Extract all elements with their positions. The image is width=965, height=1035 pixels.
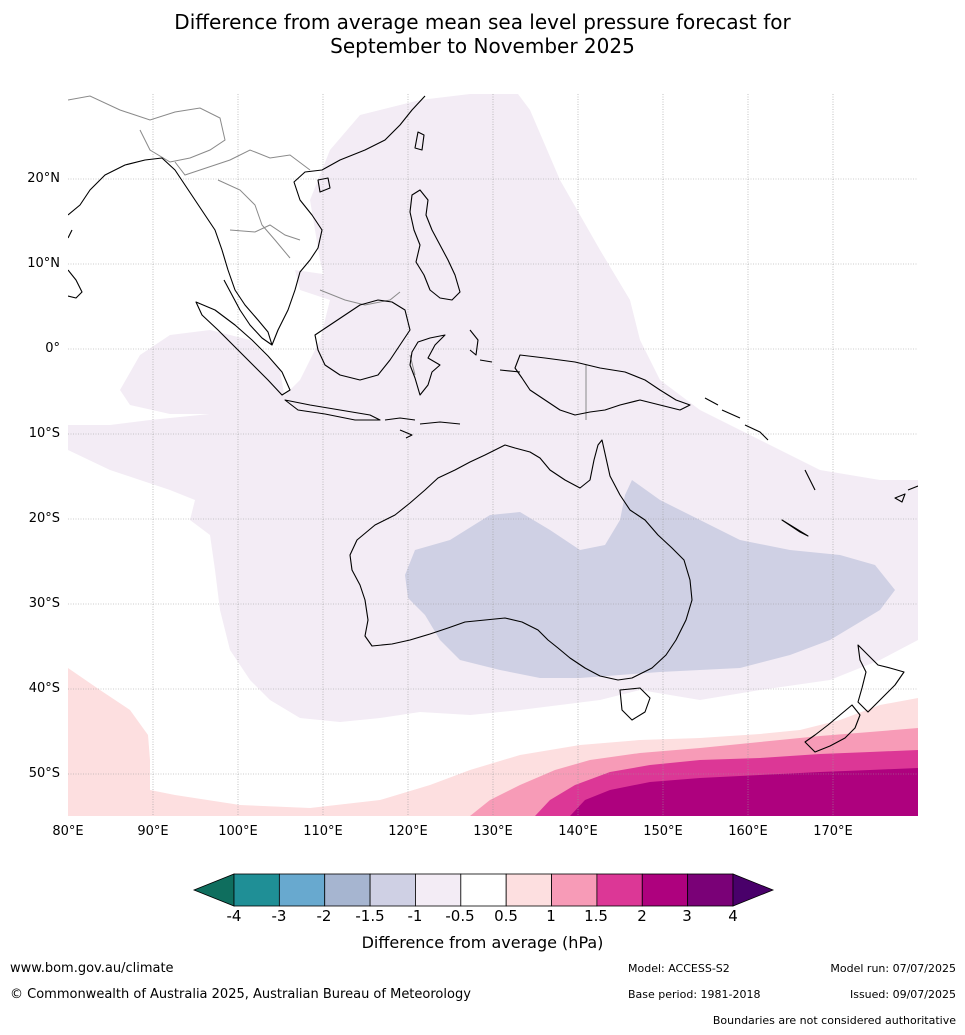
lon-label: 90°E <box>137 824 169 839</box>
colorbar-tick: 0.5 <box>494 907 518 925</box>
lat-label: 10°S <box>28 426 60 441</box>
anomaly-neg-1-region <box>405 480 895 678</box>
colorbar-tick: -2 <box>316 907 332 925</box>
title-line-2: September to November 2025 <box>330 34 635 58</box>
colorbar-tick: -4 <box>226 907 242 925</box>
colorbar-tick: -0.5 <box>445 907 475 925</box>
website-link[interactable]: www.bom.gov.au/climate <box>10 961 174 976</box>
colorbar-tick: 1.5 <box>584 907 608 925</box>
lon-label: 120°E <box>388 824 428 839</box>
colorbar-tick: -3 <box>271 907 287 925</box>
lon-label: 110°E <box>303 824 343 839</box>
coastlines <box>68 95 918 753</box>
lon-label: 140°E <box>558 824 598 839</box>
colorbar-label: Difference from average (hPa) <box>361 933 604 952</box>
map-title: Difference from average mean sea level p… <box>0 10 965 58</box>
lat-label: 20°N <box>27 171 60 186</box>
anomaly-pos-2-region <box>570 768 918 816</box>
country-borders <box>68 95 587 420</box>
title-line-1: Difference from average mean sea level p… <box>174 10 791 34</box>
copyright-text: © Commonwealth of Australia 2025, Austra… <box>10 987 471 1002</box>
colorbar-tick: -1.5 <box>355 907 385 925</box>
lon-label: 160°E <box>728 824 768 839</box>
base-period: Base period: 1981-2018 <box>628 988 761 1001</box>
lon-label: 150°E <box>643 824 683 839</box>
boundaries-disclaimer: Boundaries are not considered authoritat… <box>712 1014 956 1027</box>
colorbar-tick: 1 <box>546 907 556 925</box>
colorbar-tick: 3 <box>682 907 692 925</box>
lat-label: 10°N <box>27 256 60 271</box>
model-name: Model: ACCESS-S2 <box>628 962 730 975</box>
lat-label: 30°S <box>28 596 60 611</box>
graticule <box>68 94 918 816</box>
lat-label: 0° <box>45 341 60 356</box>
lat-label: 50°S <box>28 766 60 781</box>
colorbar-tick: 2 <box>637 907 647 925</box>
lon-label: 130°E <box>473 824 513 839</box>
colorbar-tick: 4 <box>728 907 738 925</box>
lon-label: 80°E <box>52 824 84 839</box>
lat-label: 40°S <box>28 681 60 696</box>
lon-label: 100°E <box>218 824 258 839</box>
lat-label: 20°S <box>28 511 60 526</box>
lon-label: 170°E <box>813 824 853 839</box>
model-run-date: Model run: 07/07/2025 <box>830 962 956 975</box>
issued-date: Issued: 09/07/2025 <box>849 988 956 1001</box>
colorbar-tick: -1 <box>407 907 423 925</box>
